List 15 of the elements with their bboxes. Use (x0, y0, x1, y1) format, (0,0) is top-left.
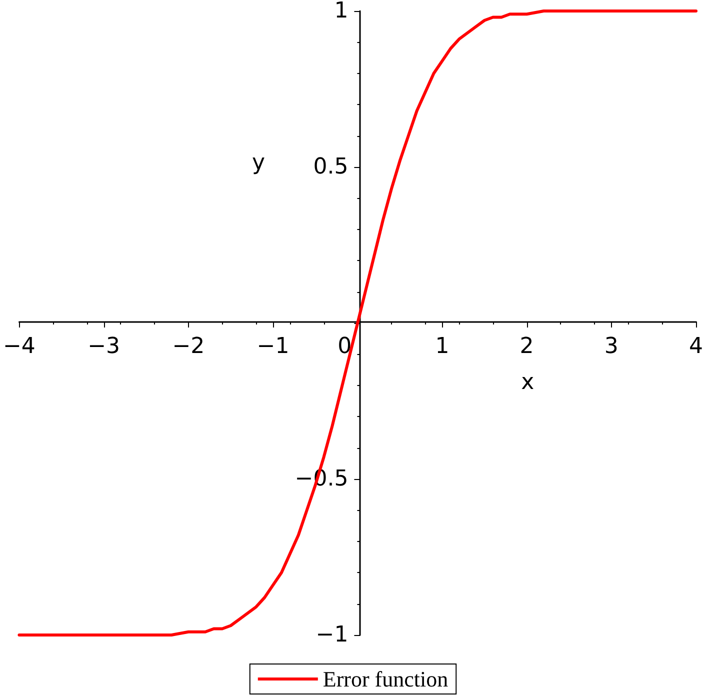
x-axis-title: x (521, 370, 534, 395)
x-tick-label: 2 (520, 334, 534, 359)
x-tick-label: −1 (256, 334, 290, 359)
x-tick-label: −2 (172, 334, 205, 359)
x-tick-label: 0 (338, 334, 352, 359)
x-tick-label: 3 (604, 334, 618, 359)
y-tick-label: −1 (316, 622, 348, 648)
y-axis-title: y (252, 150, 266, 176)
y-tick-label: 1 (334, 0, 348, 24)
x-tick-label: −3 (88, 334, 120, 359)
legend-label: Error function (322, 666, 448, 692)
x-tick-label: 4 (689, 334, 703, 359)
x-tick-label: −4 (2, 334, 36, 359)
x-tick-label: 1 (435, 334, 450, 359)
y-tick-label: 0.5 (313, 154, 348, 180)
